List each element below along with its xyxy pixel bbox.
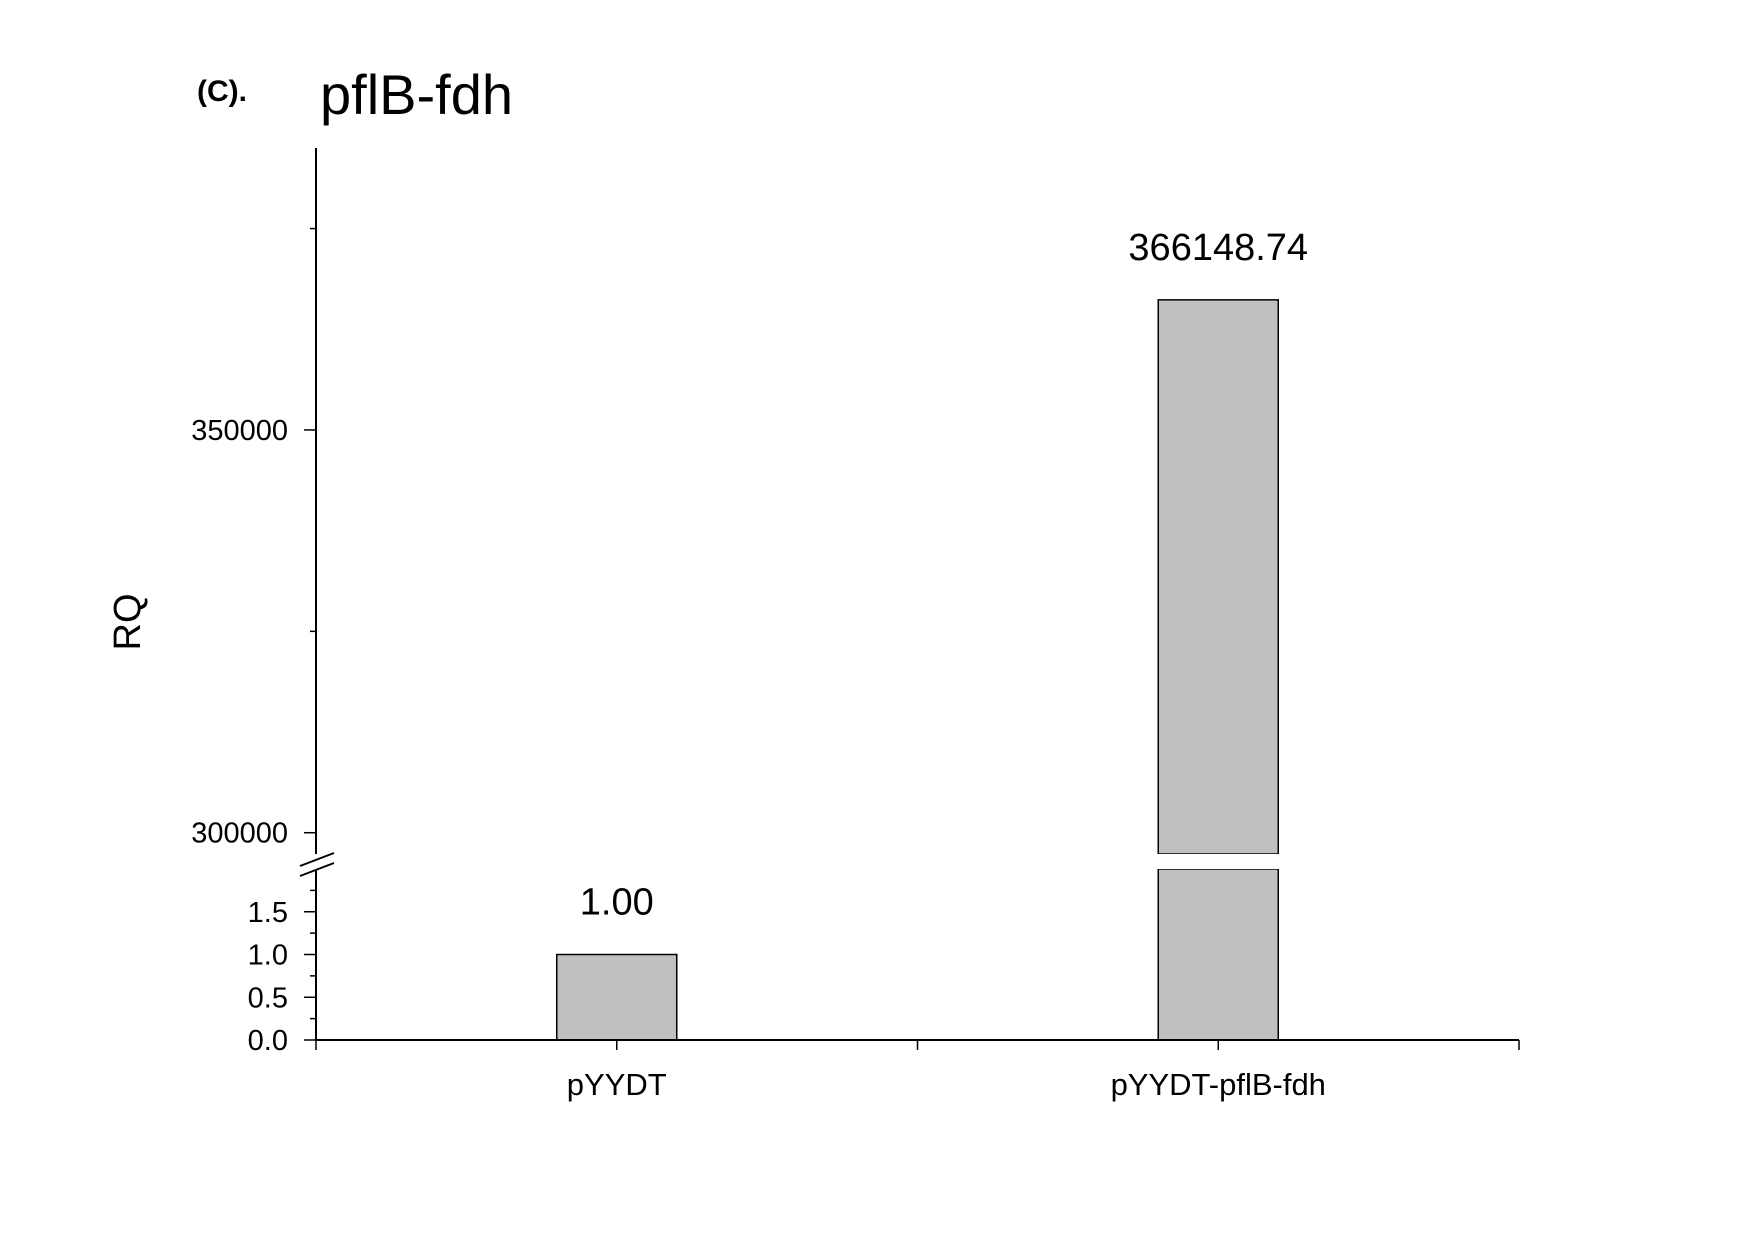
y-tick-label-lower-4: 1.5 [248,897,288,929]
y-axis-label: RQ [107,594,149,651]
y-tick-label-upper-2: 350000 [191,415,288,447]
y-tick-label-upper-1: 300000 [191,818,288,850]
bar-2-upper [1157,299,1279,855]
x-tick-label-2: pYYDT-pflB-fdh [1111,1067,1326,1102]
bar-2-break-gap [1157,854,1280,869]
axis-break-mark-1 [299,852,335,867]
plot-area: 1.00 pYYDT 366148.74 pYYDT-pflB-fdh 0.0 0.5 1.… [191,148,1520,1102]
bar-1 [556,953,678,1041]
y-tick-label-lower-3: 1.0 [248,940,288,972]
y-tick-label-lower-2: 0.5 [248,982,288,1014]
panel-label: (C). [197,75,247,108]
axis-break-mark-2 [299,862,335,877]
y-tick-label-lower-1: 0.0 [248,1025,288,1057]
data-label-1: 1.00 [580,882,654,924]
bar-2-lower [1157,868,1279,1041]
chart-title: pflB-fdh [320,63,513,126]
x-tick-label-1: pYYDT [567,1067,667,1102]
data-label-2: 366148.74 [1128,227,1308,269]
